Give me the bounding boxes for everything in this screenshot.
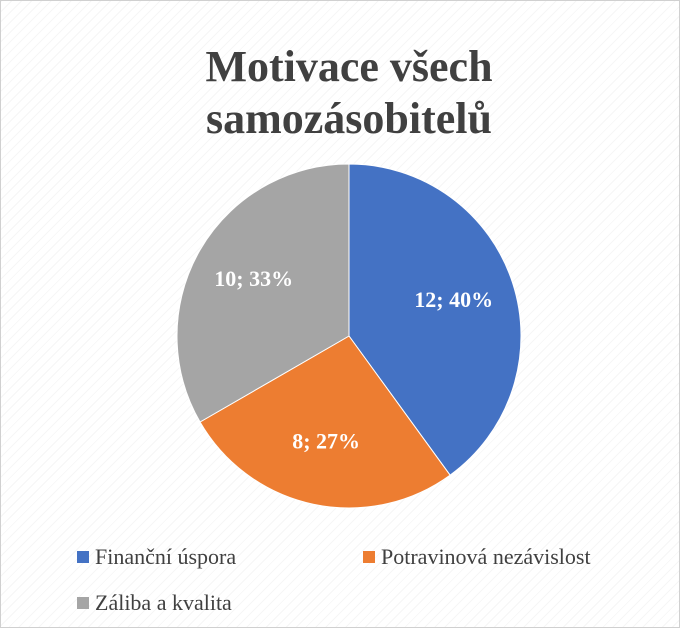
pie-slice — [176, 163, 350, 423]
legend-swatch — [77, 597, 89, 609]
legend-swatch — [77, 551, 89, 563]
legend-item: Záliba a kvalita — [77, 590, 232, 616]
chart-title: Motivace všech samozásobitelů — [205, 42, 493, 143]
legend-label: Potravinová nezávislost — [381, 544, 591, 569]
pie-slice — [348, 163, 522, 476]
data-label: 8; 27% — [292, 429, 360, 454]
legend-swatch — [363, 551, 375, 563]
legend-label: Finanční úspora — [95, 544, 237, 569]
legend-item: Potravinová nezávislost — [363, 544, 591, 570]
legend-item: Finanční úspora — [77, 544, 236, 570]
data-label: 12; 40% — [414, 287, 493, 312]
data-label: 10; 33% — [214, 266, 293, 291]
pie-slice — [199, 335, 451, 509]
legend-label: Záliba a kvalita — [95, 590, 232, 615]
